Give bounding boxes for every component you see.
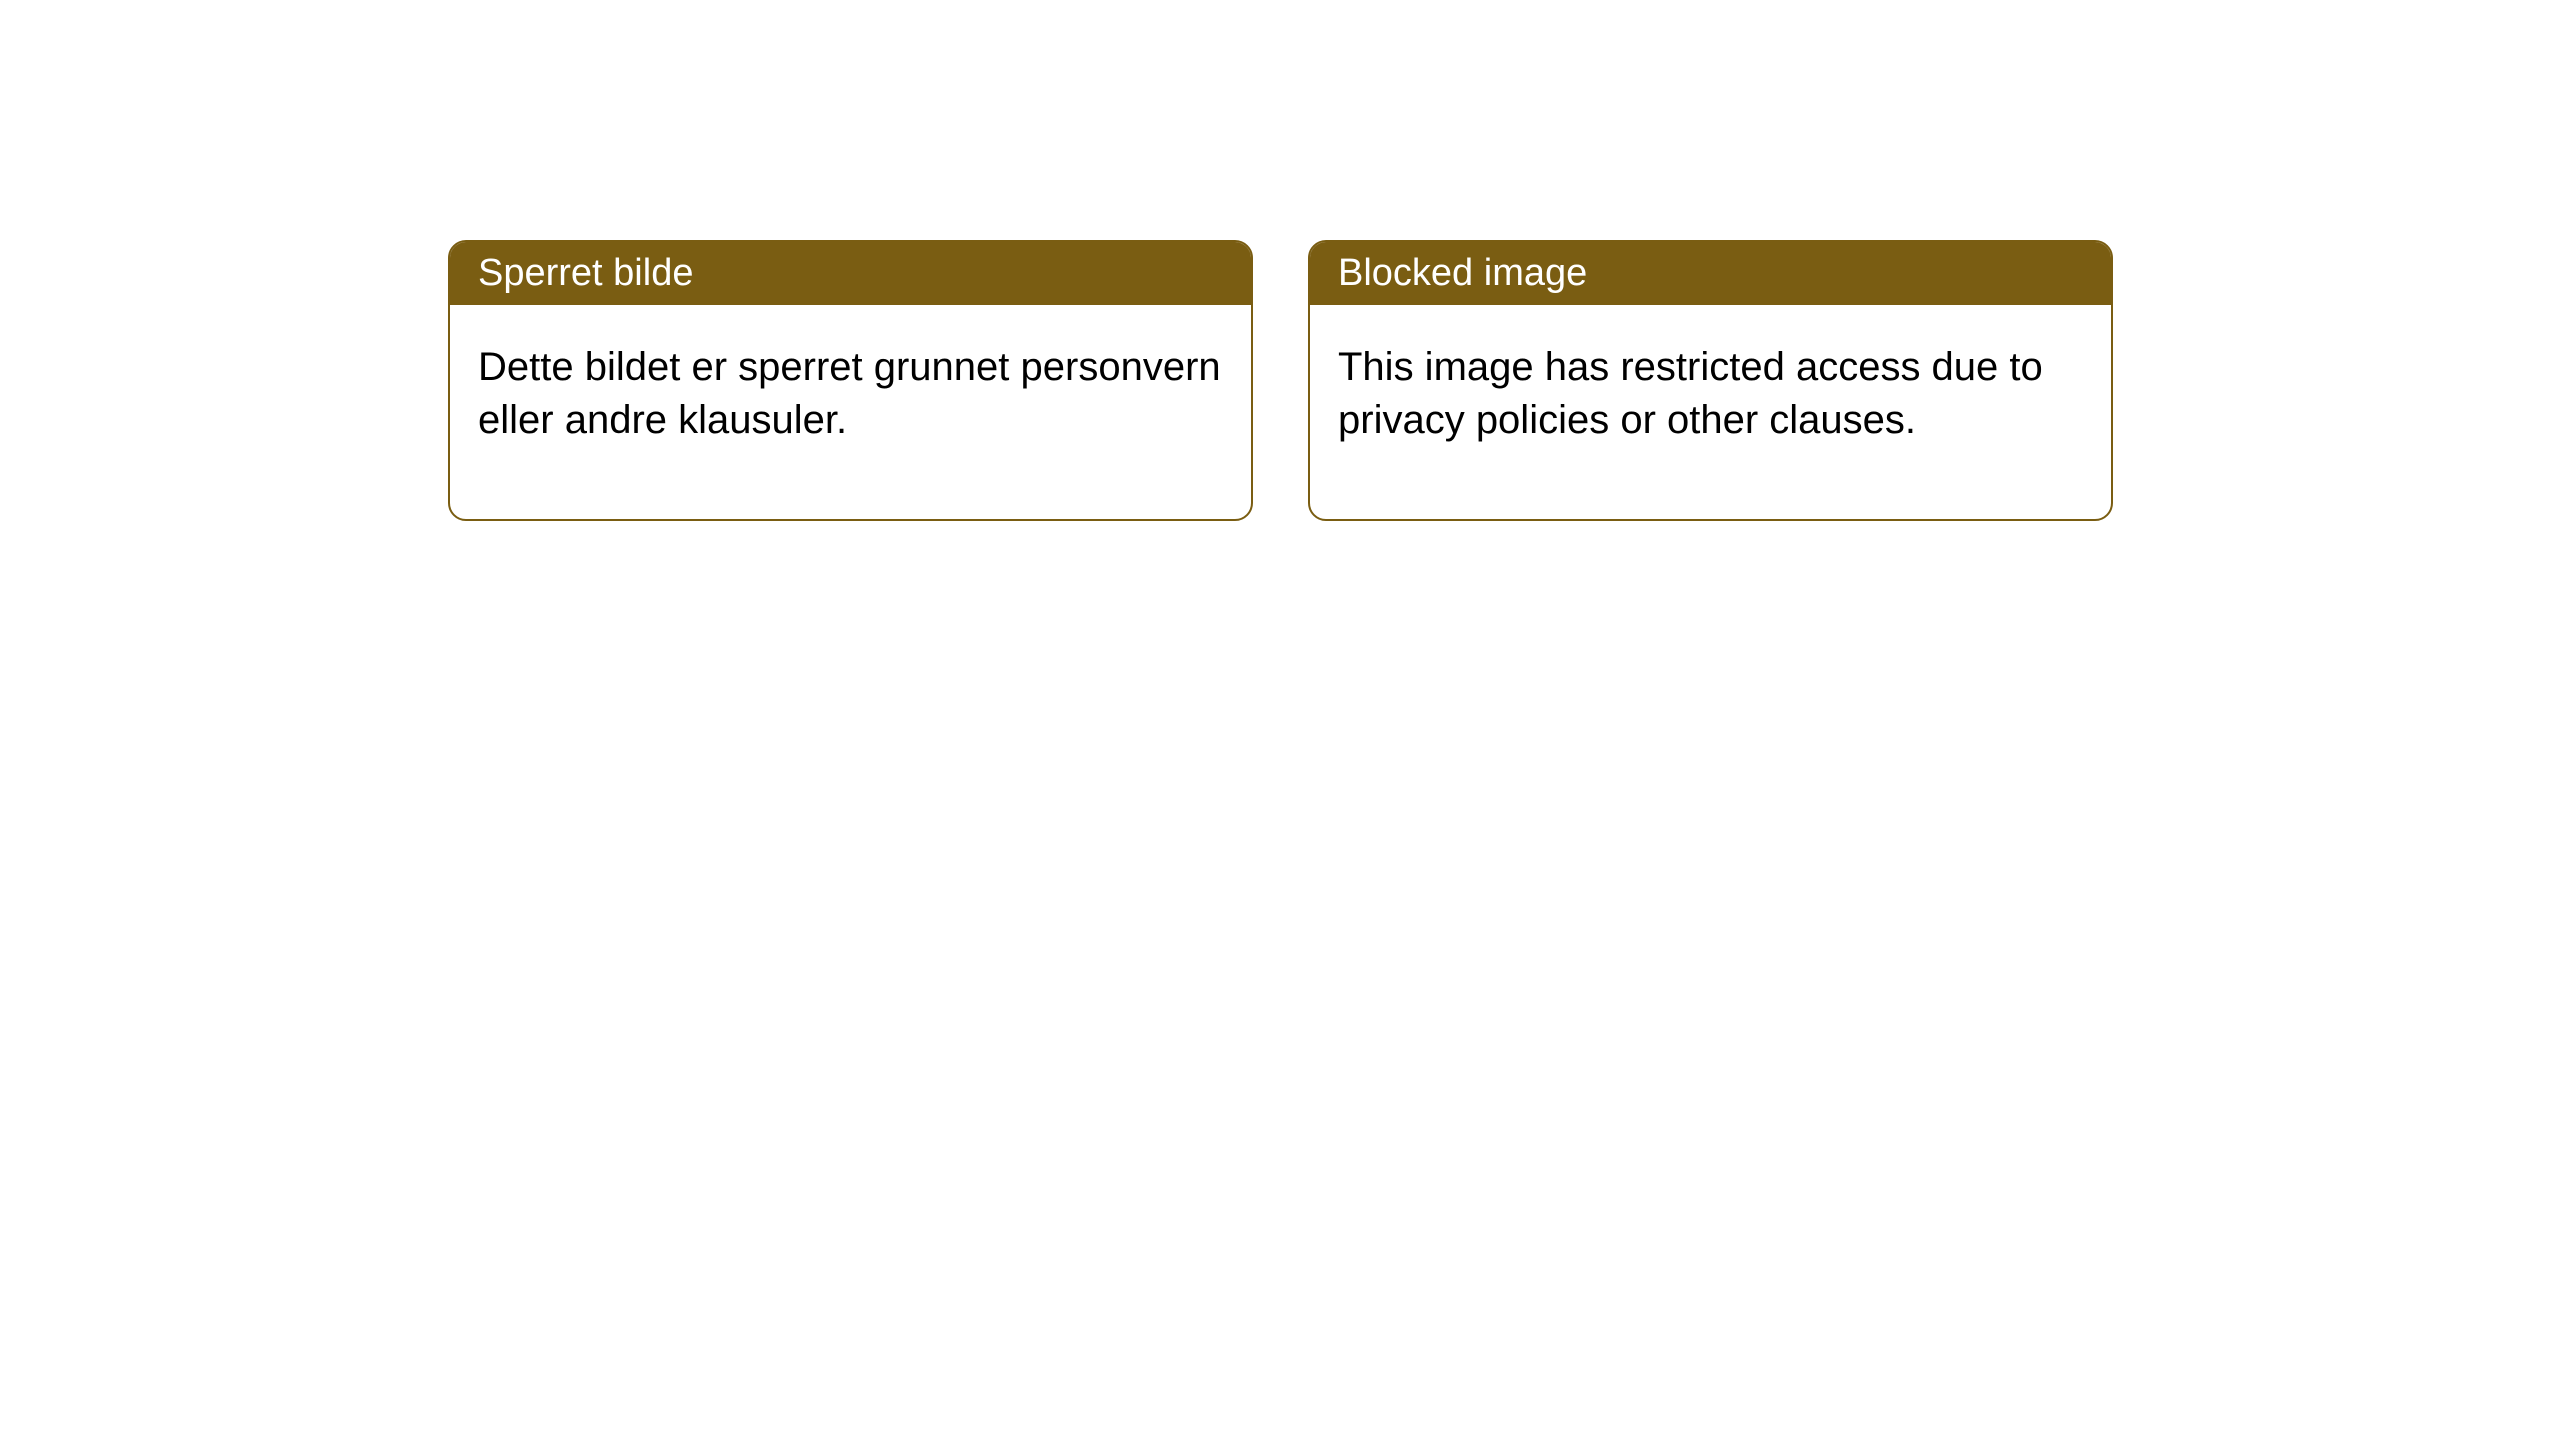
card-header-norwegian: Sperret bilde (450, 242, 1251, 305)
card-body-text: Dette bildet er sperret grunnet personve… (478, 345, 1221, 442)
notice-card-english: Blocked image This image has restricted … (1308, 240, 2113, 521)
card-title: Blocked image (1338, 252, 1587, 294)
card-title: Sperret bilde (478, 252, 693, 294)
card-body-norwegian: Dette bildet er sperret grunnet personve… (450, 305, 1251, 519)
card-body-text: This image has restricted access due to … (1338, 345, 2043, 442)
card-body-english: This image has restricted access due to … (1310, 305, 2111, 519)
card-header-english: Blocked image (1310, 242, 2111, 305)
notice-cards-container: Sperret bilde Dette bildet er sperret gr… (0, 0, 2560, 521)
notice-card-norwegian: Sperret bilde Dette bildet er sperret gr… (448, 240, 1253, 521)
